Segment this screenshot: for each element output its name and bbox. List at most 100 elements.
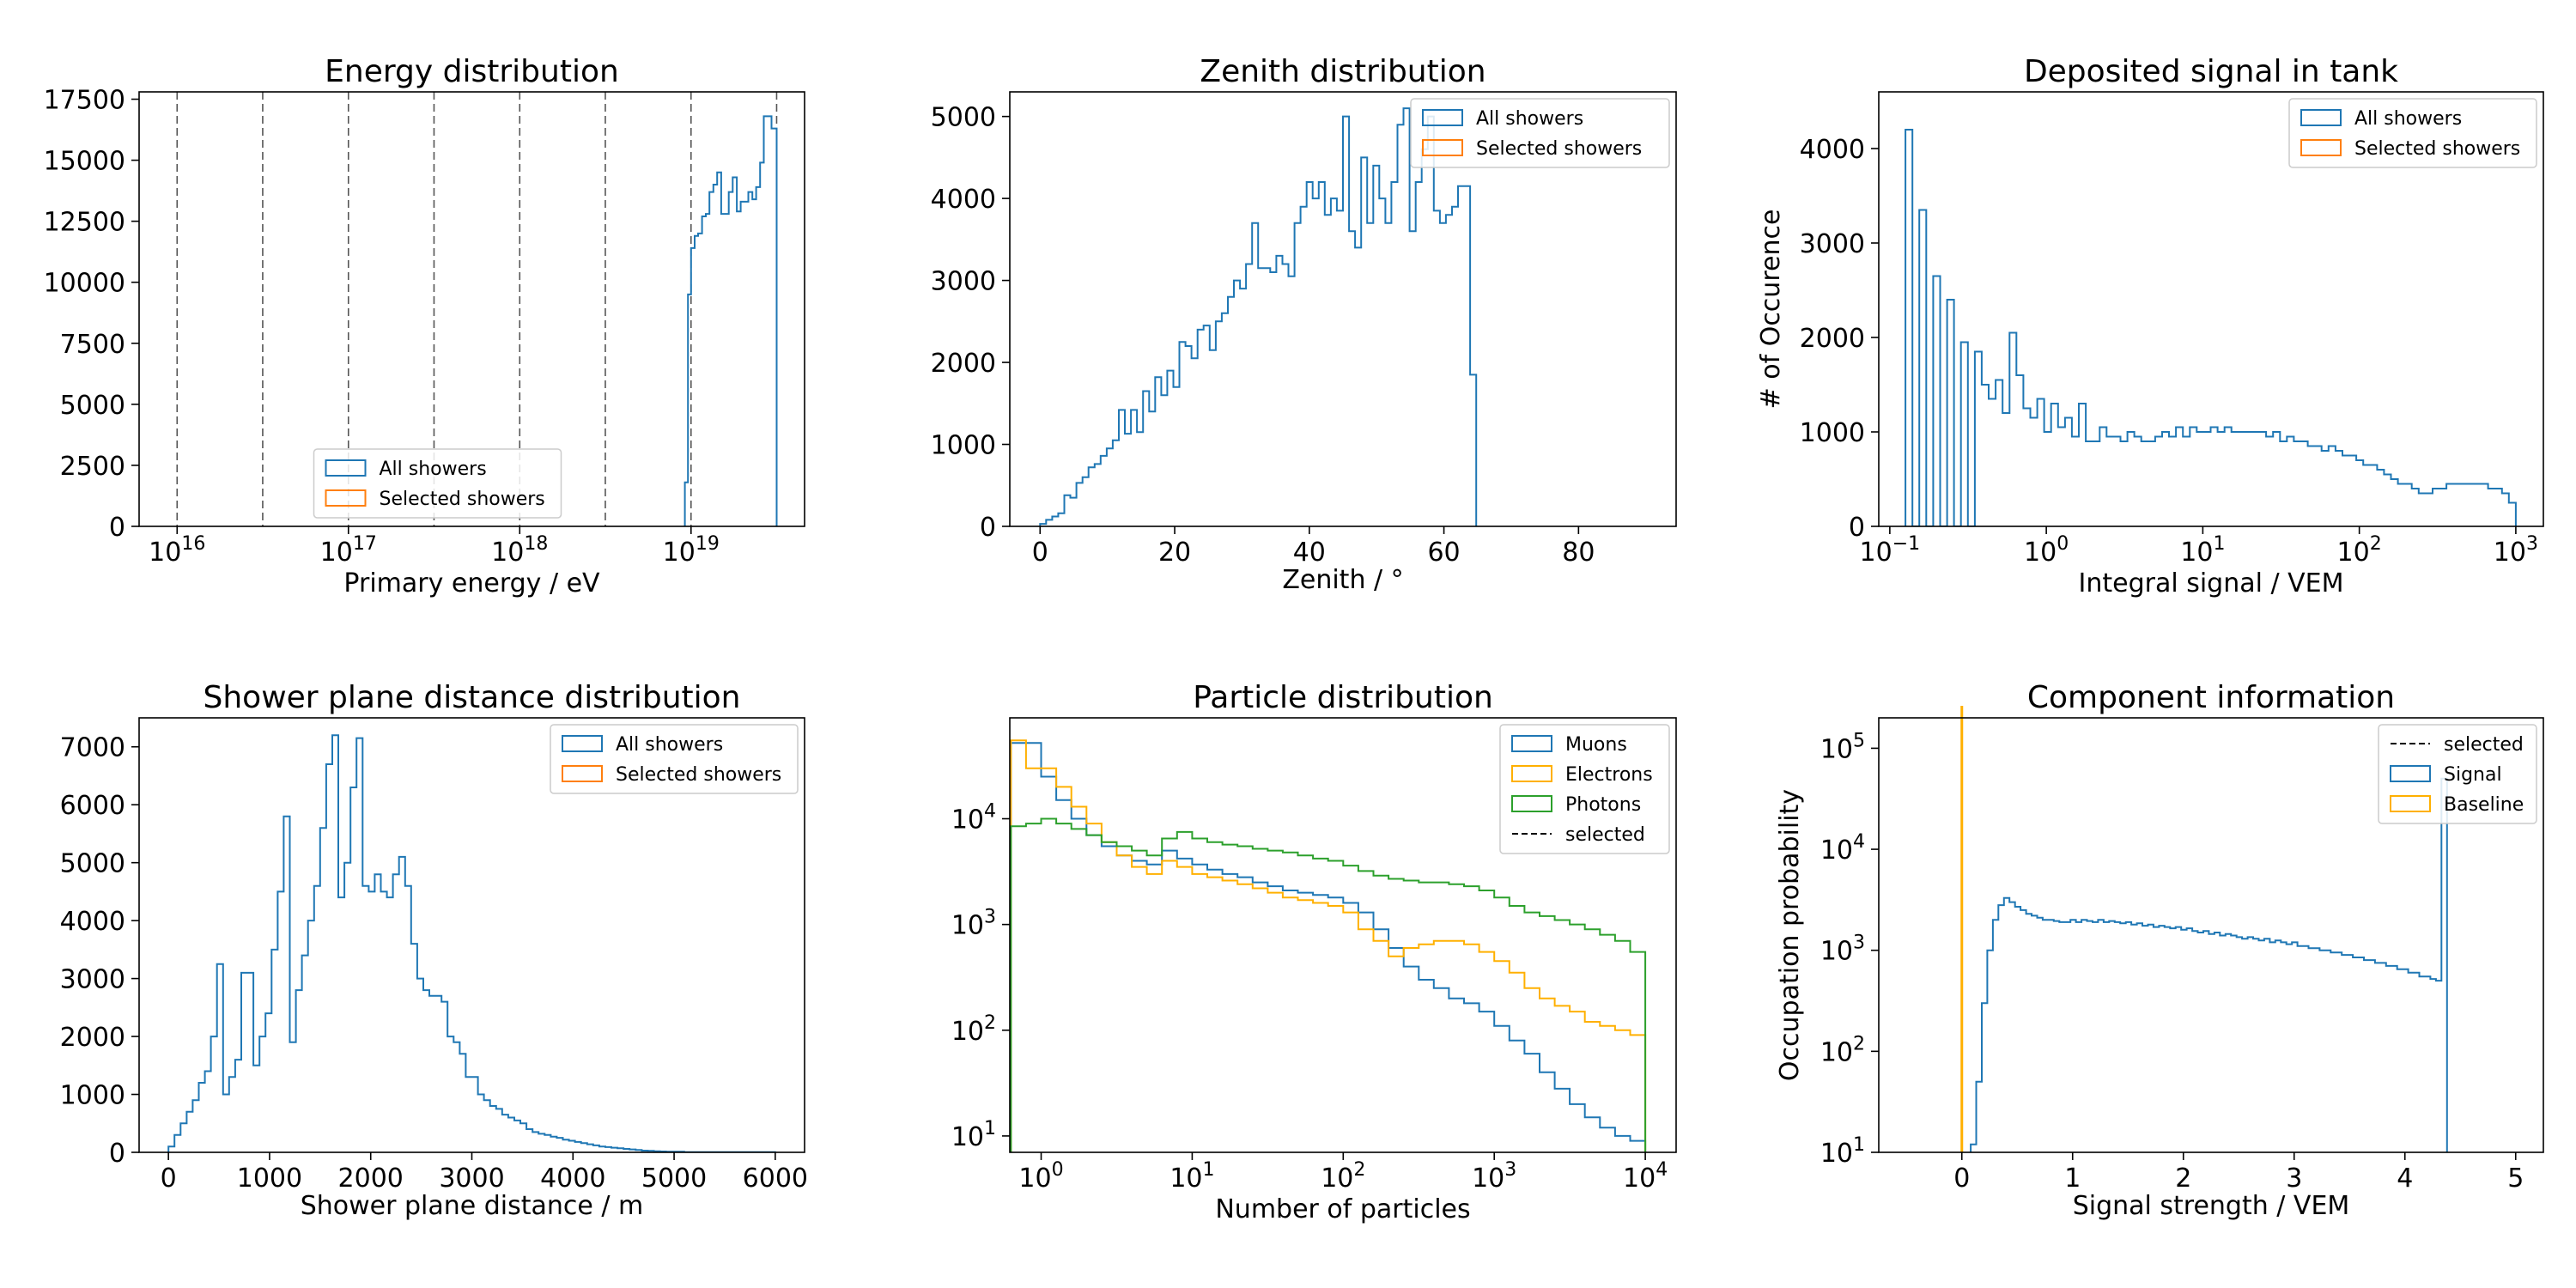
histogram-electrons xyxy=(1010,739,1647,1152)
x-tick-label: 1000 xyxy=(237,1163,302,1194)
axes-frame xyxy=(1878,91,2544,527)
x-tick-label: 100 xyxy=(1018,1159,1063,1194)
legend-item: All showers xyxy=(325,459,487,480)
x-tick-label: 0 xyxy=(161,1163,177,1194)
y-tick-label: 17500 xyxy=(44,86,125,116)
x-axis-label: Zenith / ° xyxy=(1282,565,1403,595)
legend-item: All showers xyxy=(1422,108,1583,130)
x-tick-label: 5 xyxy=(2507,1163,2524,1194)
legend-item: Selected showers xyxy=(562,764,781,786)
chart-title: Particle distribution xyxy=(1193,680,1493,715)
x-tick-label: 1 xyxy=(2064,1163,2081,1194)
y-tick-label: 5000 xyxy=(60,391,125,421)
y-tick-label: 1000 xyxy=(60,1081,125,1111)
legend-item: Photons xyxy=(1511,794,1641,816)
legend-swatch xyxy=(325,489,367,507)
legend-swatch xyxy=(1511,795,1552,812)
y-tick-label: 2000 xyxy=(60,1023,125,1053)
y-tick-label: 12500 xyxy=(44,208,125,238)
y-tick-label: 103 xyxy=(1820,933,1865,967)
axes-frame xyxy=(1878,717,2544,1153)
legend-label: All showers xyxy=(380,459,487,480)
y-tick-label: 3000 xyxy=(1800,229,1865,259)
histogram-all-showers xyxy=(683,115,778,526)
legend: All showers Selected showers xyxy=(1410,98,1670,168)
y-axis-label: # of Occurence xyxy=(1756,210,1786,410)
legend-label: Electrons xyxy=(1565,764,1653,786)
x-tick-label: 103 xyxy=(1472,1159,1516,1194)
legend-frame xyxy=(550,724,799,794)
legend-swatch xyxy=(1422,139,1463,156)
histogram-all-showers xyxy=(167,734,776,1152)
chart-title: Zenith distribution xyxy=(1200,54,1485,89)
histogram-all-showers xyxy=(1039,107,1478,526)
legend-swatch xyxy=(1511,735,1552,752)
chart-signal: Deposited signal in tank Integral signal … xyxy=(1756,54,2544,598)
legend-frame xyxy=(1410,98,1670,168)
chart-zenith: Zenith distribution Zenith / ° 0 20 40 60 80 0 1… xyxy=(931,54,1677,595)
y-tick-label: 0 xyxy=(1849,513,1865,543)
legend-label: Selected showers xyxy=(616,764,781,786)
y-tick-label: 0 xyxy=(109,513,125,543)
legend: Muons Electrons Photons selected xyxy=(1499,724,1670,854)
legend-label: All showers xyxy=(616,734,723,756)
legend-frame xyxy=(1499,724,1670,854)
y-tick-label: 2500 xyxy=(60,452,125,482)
legend-item: Baseline xyxy=(2390,794,2524,816)
legend: selected Signal Baseline xyxy=(2378,724,2537,824)
y-tick-label: 7500 xyxy=(60,330,125,360)
x-tick-label: 60 xyxy=(1427,538,1460,568)
x-tick-label: 100 xyxy=(2024,533,2069,568)
chart-title: Component information xyxy=(2027,680,2395,715)
y-tick-label: 4000 xyxy=(931,185,996,215)
x-axis-label: Shower plane distance / m xyxy=(301,1191,644,1221)
y-tick-label: 104 xyxy=(951,801,996,835)
x-tick-label: 101 xyxy=(2180,533,2225,568)
x-tick-label: 3000 xyxy=(439,1163,504,1194)
histogram-photons xyxy=(1010,817,1647,1152)
y-tick-label: 4000 xyxy=(60,907,125,937)
axes-frame xyxy=(1009,91,1677,527)
y-tick-label: 5000 xyxy=(60,849,125,879)
y-tick-label: 103 xyxy=(951,907,996,941)
y-tick-label: 5000 xyxy=(931,103,996,133)
legend-label: selected xyxy=(1565,824,1645,846)
x-tick-label: 5000 xyxy=(641,1163,707,1194)
legend-label: Selected showers xyxy=(2354,138,2520,160)
legend: All showers Selected showers xyxy=(313,448,562,519)
legend-item: Selected showers xyxy=(325,489,545,510)
legend-frame xyxy=(313,448,562,519)
x-axis-label: Number of particles xyxy=(1215,1194,1470,1224)
legend-swatch xyxy=(2390,765,2431,782)
x-tick-label: 6000 xyxy=(743,1163,808,1194)
y-tick-label: 15000 xyxy=(44,147,125,177)
y-tick-label: 105 xyxy=(1820,730,1865,764)
chart-title: Deposited signal in tank xyxy=(2024,54,2398,89)
legend-label: All showers xyxy=(1476,108,1583,130)
x-tick-label: 2000 xyxy=(338,1163,404,1194)
y-tick-label: 102 xyxy=(1820,1033,1865,1067)
chart-component: Component information Signal strength / V… xyxy=(1775,680,2544,1221)
legend-frame xyxy=(2378,724,2537,824)
y-tick-label: 4000 xyxy=(1800,135,1865,165)
histogram-signal xyxy=(1970,777,2448,1152)
x-tick-label: 10−1 xyxy=(1860,533,1921,568)
x-tick-label: 2 xyxy=(2175,1163,2191,1194)
x-tick-label: 1016 xyxy=(149,533,205,568)
legend-label: Selected showers xyxy=(380,489,545,510)
legend-item: Selected showers xyxy=(1422,138,1642,160)
y-tick-label: 0 xyxy=(109,1139,125,1169)
legend-label: Selected showers xyxy=(1476,138,1642,160)
legend-label: All showers xyxy=(2354,108,2462,130)
legend-item: Selected showers xyxy=(2300,138,2520,160)
x-tick-label: 102 xyxy=(2337,533,2382,568)
legend-item: Signal xyxy=(2390,764,2502,786)
legend-swatch xyxy=(2300,139,2342,156)
x-tick-label: 1018 xyxy=(491,533,548,568)
chart-title: Shower plane distance distribution xyxy=(204,680,741,715)
legend-swatch xyxy=(1422,109,1463,126)
legend-swatch xyxy=(562,765,603,782)
chart-title: Energy distribution xyxy=(325,54,619,89)
